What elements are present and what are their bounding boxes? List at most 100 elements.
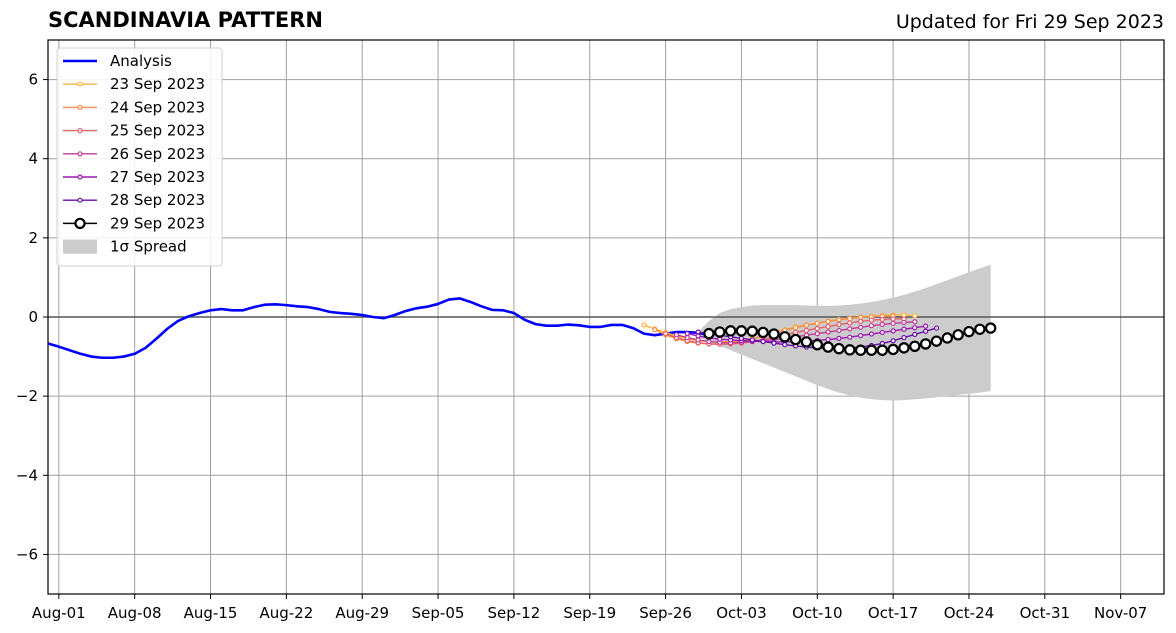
updated-label: Updated for Fri 29 Sep 2023 bbox=[895, 11, 1164, 33]
forecast-point bbox=[847, 326, 853, 332]
latest-forecast-point bbox=[779, 331, 791, 343]
forecast-point bbox=[868, 323, 875, 329]
latest-forecast-point bbox=[887, 343, 899, 356]
forecast-point bbox=[868, 317, 875, 323]
legend-label: 1σ Spread bbox=[110, 238, 187, 256]
forecast-point bbox=[868, 331, 875, 337]
forecast-point bbox=[836, 321, 842, 328]
forecast-point bbox=[803, 322, 810, 328]
latest-forecast-point bbox=[930, 335, 943, 347]
legend-handle bbox=[63, 239, 97, 254]
x-tick-label: Oct-17 bbox=[868, 604, 918, 622]
x-tick-label: Aug-29 bbox=[335, 604, 389, 622]
forecast-point bbox=[912, 313, 918, 319]
forecast-point bbox=[825, 329, 831, 335]
latest-forecast-point bbox=[984, 322, 997, 334]
latest-forecast-point bbox=[822, 341, 834, 353]
forecast-point bbox=[825, 336, 831, 343]
forecast-point bbox=[879, 329, 885, 336]
latest-forecast-point bbox=[714, 326, 726, 338]
legend-label: 28 Sep 2023 bbox=[110, 191, 205, 209]
y-tick-label: 4 bbox=[28, 150, 38, 168]
x-tick-label: Aug-01 bbox=[32, 604, 86, 622]
latest-forecast-point bbox=[735, 325, 748, 337]
latest-forecast-point bbox=[757, 326, 769, 339]
latest-forecast-point bbox=[768, 328, 780, 340]
latest-forecast-point bbox=[898, 342, 910, 354]
forecast-point bbox=[847, 320, 853, 326]
forecast-point bbox=[912, 325, 918, 331]
forecast-point bbox=[641, 322, 647, 328]
latest-forecast-point bbox=[919, 338, 932, 350]
forecast-point bbox=[814, 331, 820, 337]
x-tick-label: Nov-07 bbox=[1094, 604, 1147, 622]
forecast-point bbox=[836, 335, 842, 341]
forecast-point bbox=[912, 319, 918, 325]
forecast-point bbox=[749, 337, 755, 343]
forecast-point bbox=[738, 335, 745, 341]
y-tick-label: −6 bbox=[16, 545, 38, 563]
forecast-point bbox=[890, 328, 896, 334]
forecast-point bbox=[901, 326, 907, 332]
forecast-point bbox=[933, 325, 940, 331]
x-tick-label: Oct-03 bbox=[716, 604, 766, 622]
x-tick-label: Oct-10 bbox=[792, 604, 842, 622]
x-tick-label: Oct-31 bbox=[1020, 604, 1070, 622]
x-tick-label: Sep-12 bbox=[488, 604, 541, 622]
forecast-point bbox=[923, 323, 929, 329]
y-tick-label: 2 bbox=[28, 229, 38, 247]
forecast-point bbox=[847, 334, 853, 340]
latest-forecast-point bbox=[854, 344, 867, 356]
forecast-point bbox=[836, 327, 842, 334]
legend-marker bbox=[77, 81, 83, 87]
forecast-point bbox=[782, 342, 788, 348]
forecast-point bbox=[673, 332, 680, 338]
x-tick-label: Oct-24 bbox=[944, 604, 994, 622]
legend-label: 27 Sep 2023 bbox=[110, 168, 205, 186]
y-tick-label: 0 bbox=[28, 308, 38, 326]
forecast-point bbox=[825, 323, 831, 330]
forecast-point bbox=[879, 321, 885, 328]
legend-marker bbox=[77, 197, 83, 203]
latest-forecast-point bbox=[963, 325, 975, 338]
legend-marker bbox=[77, 151, 83, 157]
forecast-point bbox=[923, 328, 929, 334]
legend-label: 26 Sep 2023 bbox=[110, 145, 205, 163]
latest-forecast-point bbox=[876, 344, 888, 356]
latest-forecast-point bbox=[703, 327, 715, 340]
forecast-point bbox=[803, 327, 810, 334]
legend-box bbox=[56, 47, 223, 267]
latest-forecast-point bbox=[952, 329, 964, 341]
x-tick-label: Sep-26 bbox=[639, 604, 692, 622]
x-tick-label: Sep-19 bbox=[563, 604, 616, 622]
forecast-point bbox=[793, 329, 799, 336]
forecast-point bbox=[890, 338, 896, 344]
forecast-point bbox=[879, 316, 885, 322]
forecast-point bbox=[858, 332, 864, 339]
spread-band bbox=[698, 264, 991, 401]
latest-forecast-point bbox=[811, 339, 823, 351]
forecast-point bbox=[825, 318, 831, 324]
forecast-point bbox=[901, 319, 907, 326]
forecast-point bbox=[684, 331, 690, 337]
forecast-point bbox=[793, 325, 799, 331]
legend-marker bbox=[77, 128, 83, 134]
chart-title: SCANDINAVIA PATTERN bbox=[48, 8, 323, 32]
x-tick-label: Sep-05 bbox=[412, 604, 465, 622]
legend-marker bbox=[74, 217, 86, 230]
forecast-point bbox=[890, 316, 896, 322]
y-tick-label: 6 bbox=[28, 71, 38, 89]
y-tick-label: −2 bbox=[16, 387, 38, 405]
x-tick-label: Aug-22 bbox=[259, 604, 313, 622]
forecast-point bbox=[890, 320, 896, 326]
forecast-point bbox=[836, 317, 842, 323]
latest-forecast-point bbox=[724, 325, 737, 337]
forecast-point bbox=[695, 329, 701, 335]
forecast-point bbox=[858, 324, 864, 330]
forecast-point bbox=[771, 340, 777, 346]
forecast-point bbox=[652, 327, 658, 333]
latest-forecast-point bbox=[789, 333, 802, 346]
forecast-point bbox=[847, 315, 853, 322]
forecast-point bbox=[901, 334, 907, 341]
